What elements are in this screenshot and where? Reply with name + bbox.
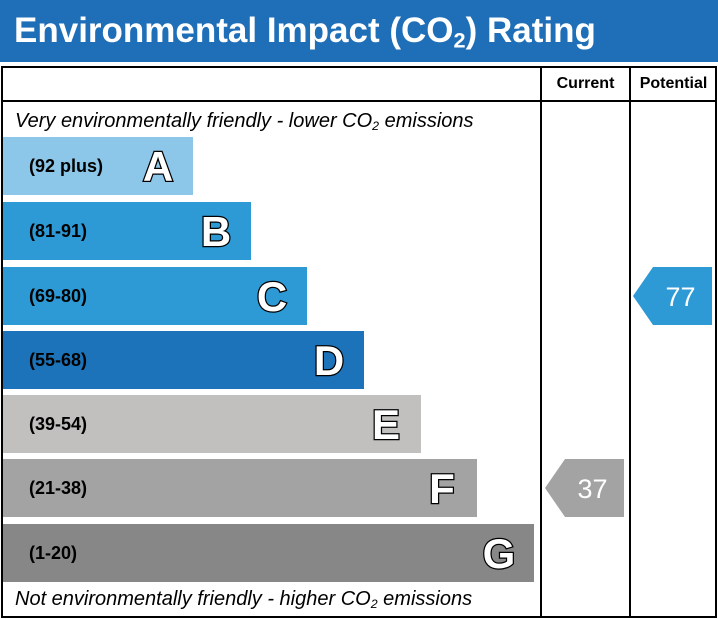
band-range-label: (39-54) [29, 414, 88, 434]
band-range-label: (21-38) [29, 478, 88, 498]
title-text-tail: ) Rating [465, 11, 596, 50]
top-note: Very environmentally friendly - lower CO… [15, 109, 474, 133]
band-letter: F [417, 459, 467, 517]
band-range-label: (1-20) [29, 543, 78, 563]
potential-column-divider [629, 66, 631, 618]
bottom-note: Not environmentally friendly - higher CO… [15, 587, 472, 611]
band-c: (69-80) C [3, 267, 307, 325]
band-a: (92 plus) A [3, 137, 193, 195]
top-note-subscript: 2 [372, 119, 380, 134]
band-range-label: (55-68) [29, 350, 88, 370]
rating-value: 77 [665, 282, 695, 312]
band-b: (81-91) B [3, 202, 251, 260]
svg-text:G: G [483, 530, 516, 577]
bottom-note-tail: emissions [377, 588, 473, 610]
top-note-tail: emissions [379, 110, 474, 132]
chart-title: Environmental Impact (CO2) Rating [0, 0, 718, 62]
potential-rating-arrow: 77 [633, 267, 712, 325]
svg-text:F: F [429, 465, 455, 512]
svg-text:D: D [314, 337, 344, 384]
band-f: (21-38) F [3, 459, 477, 517]
title-text: Environmental Impact (CO [14, 11, 454, 50]
band-range-label: (92 plus) [29, 156, 104, 176]
current-rating-arrow: 37 [545, 459, 624, 517]
top-note-text: Very environmentally friendly - lower CO [15, 110, 373, 132]
rating-value: 37 [577, 474, 607, 504]
band-letter: E [361, 395, 411, 453]
band-d: (55-68) D [3, 331, 364, 389]
band-letter: A [133, 137, 183, 195]
title-subscript: 2 [453, 27, 466, 53]
svg-text:A: A [143, 143, 173, 190]
current-column-divider [540, 66, 542, 618]
bottom-note-text: Not environmentally friendly - higher CO [15, 588, 371, 610]
svg-text:E: E [372, 401, 400, 448]
band-g: (1-20) G [3, 524, 534, 582]
svg-text:B: B [201, 208, 231, 255]
band-letter: G [474, 524, 524, 582]
chart-frame [1, 66, 717, 618]
bottom-note-subscript: 2 [370, 597, 378, 612]
band-letter: B [191, 202, 241, 260]
band-range-label: (69-80) [29, 286, 88, 306]
band-letter: C [247, 267, 297, 325]
band-e: (39-54) E [3, 395, 421, 453]
svg-text:C: C [257, 273, 287, 320]
header-divider [1, 100, 717, 102]
potential-column-header: Potential [639, 75, 708, 92]
band-range-label: (81-91) [29, 221, 88, 241]
current-column-header: Current [556, 75, 615, 92]
band-letter: D [304, 331, 354, 389]
